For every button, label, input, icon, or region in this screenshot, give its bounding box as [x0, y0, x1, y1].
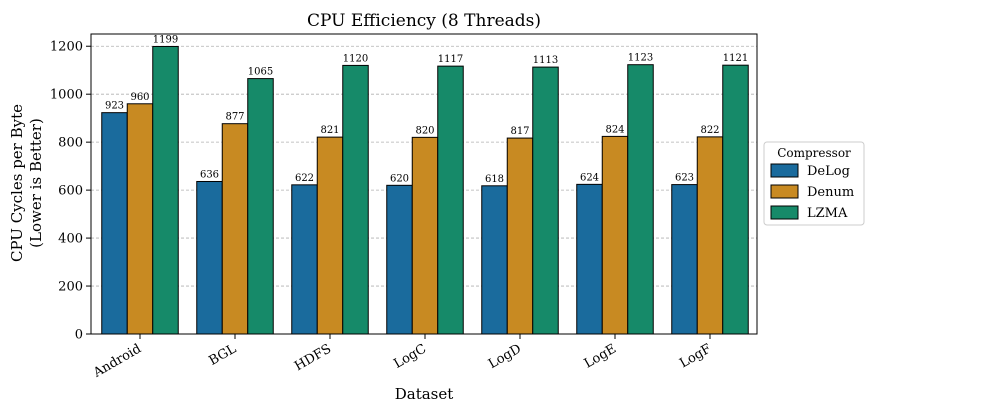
bar-delog-loge [576, 183, 603, 335]
legend-swatch-delog [770, 163, 799, 178]
chart-title: CPU Efficiency (8 Threads) [307, 11, 541, 31]
y-tick-label: 600 [58, 184, 83, 199]
legend-label-denum: Denum [807, 185, 854, 200]
x-axis: Android BGL HDFS LogC LogD LogE LogF [90, 334, 714, 381]
data-label: 1113 [533, 55, 558, 66]
x-tick-label: Android [90, 341, 144, 381]
data-label: 817 [510, 126, 529, 137]
legend-label-lzma: LZMA [807, 206, 848, 221]
data-label: 636 [200, 169, 219, 180]
legend-swatch-lzma [770, 205, 799, 220]
bar-delog-logd [481, 185, 508, 335]
data-label: 1199 [153, 34, 178, 45]
y-tick-label: 0 [75, 328, 83, 343]
bar-denum-logc [411, 136, 439, 335]
bar-denum-logf [696, 136, 724, 335]
data-label: 620 [390, 173, 409, 184]
data-label: 1121 [723, 53, 748, 64]
x-tick-label: LogE [582, 341, 619, 371]
data-label: 623 [675, 173, 694, 184]
bar-lzma-logd [532, 66, 559, 335]
bar-delog-bgl [196, 180, 223, 335]
y-axis: 0 200 400 600 800 1000 1200 [50, 40, 91, 343]
data-label: 923 [105, 101, 124, 112]
x-tick-label: LogF [677, 341, 714, 371]
bar-denum-loge [601, 135, 629, 335]
legend-swatch-denum [770, 184, 799, 199]
bar-delog-hdfs [291, 184, 318, 335]
data-label: 1065 [248, 67, 273, 78]
data-label: 624 [580, 172, 599, 183]
data-label: 618 [485, 174, 504, 185]
bar-delog-android [101, 112, 128, 335]
x-tick-label: BGL [207, 341, 240, 369]
data-label: 1120 [343, 53, 368, 64]
bar-lzma-hdfs [342, 64, 369, 335]
bar-lzma-loge [627, 64, 654, 335]
data-label: 821 [320, 125, 339, 136]
legend-frame [763, 141, 865, 226]
data-label: 877 [225, 112, 244, 123]
bar-delog-logf [671, 184, 698, 335]
bar-lzma-logf [722, 64, 749, 335]
y-tick-label: 200 [58, 280, 83, 295]
bar-denum-bgl [221, 123, 249, 335]
bar-denum-android [126, 103, 154, 335]
x-tick-label: LogC [391, 341, 429, 371]
bar-denum-hdfs [316, 136, 344, 335]
x-tick-label: HDFS [292, 341, 334, 374]
legend-label-delog: DeLog [807, 164, 850, 179]
x-axis-label: Dataset [395, 385, 454, 403]
plot-frame [90, 33, 758, 335]
data-label: 824 [605, 124, 624, 135]
data-label: 822 [700, 125, 719, 136]
data-label: 820 [415, 125, 434, 136]
legend: Compressor DeLog Denum LZMA [763, 141, 865, 226]
bar-lzma-logc [437, 65, 464, 335]
x-tick-label: LogD [486, 341, 524, 372]
data-label: 1123 [628, 53, 653, 64]
legend-title: Compressor [777, 146, 851, 160]
bars [101, 45, 749, 335]
bar-denum-logd [506, 137, 534, 335]
data-label: 960 [130, 92, 149, 103]
y-axis-label-line1: CPU Cycles per Byte [8, 104, 26, 262]
data-label: 622 [295, 173, 314, 184]
y-axis-label-line2: (Lower is Better) [27, 118, 45, 248]
y-tick-label: 1200 [50, 40, 83, 55]
y-tick-label: 800 [58, 136, 83, 151]
data-labels: 923 960 1199 636 877 1065 622 821 1120 620 820 1117… [105, 34, 748, 184]
y-tick-label: 400 [58, 232, 83, 247]
bar-lzma-android [152, 45, 179, 335]
y-tick-label: 1000 [50, 88, 83, 103]
bar-lzma-bgl [247, 78, 274, 335]
data-label: 1117 [438, 54, 463, 65]
bar-delog-logc [386, 184, 413, 335]
